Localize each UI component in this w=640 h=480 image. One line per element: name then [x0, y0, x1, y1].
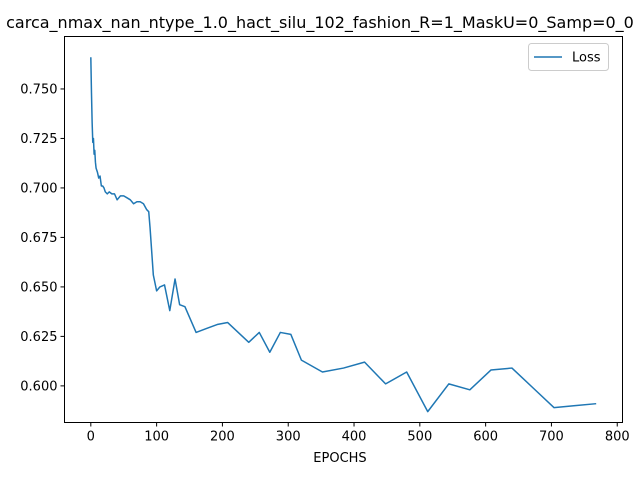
y-tick-label: 0.625 [20, 330, 57, 345]
legend-label-loss: Loss [572, 51, 601, 66]
y-tick-label: 0.725 [20, 132, 57, 147]
chart-title: carca_nmax_nan_ntype_1.0_hact_silu_102_f… [6, 13, 634, 33]
x-axis-title: EPOCHS [313, 451, 366, 466]
legend: Loss [528, 43, 609, 71]
x-tick-label: 100 [144, 430, 169, 445]
plot-lines [90, 57, 597, 413]
x-tick-label: 600 [473, 430, 498, 445]
x-tick-label: 200 [210, 430, 235, 445]
x-tick-label: 500 [407, 430, 432, 445]
series-line-0 [90, 57, 597, 413]
x-tick-label: 800 [605, 430, 630, 445]
y-tick-label: 0.600 [20, 379, 57, 394]
plot-area-frame [64, 36, 623, 423]
x-tick-label: 0 [87, 430, 95, 445]
y-tick-label: 0.650 [20, 280, 57, 295]
y-tick-label: 0.700 [20, 181, 57, 196]
y-tick-label: 0.675 [20, 231, 57, 246]
x-tick-label: 700 [539, 430, 564, 445]
x-tick-label: 300 [276, 430, 301, 445]
legend-box [528, 43, 609, 71]
y-axis: 0.600 0.625 0.650 0.675 0.700 0.725 0.750 [20, 82, 65, 394]
x-axis: 0 100 200 300 400 500 600 700 800 [87, 422, 630, 445]
x-tick-label: 400 [342, 430, 367, 445]
y-tick-label: 0.750 [20, 82, 57, 97]
